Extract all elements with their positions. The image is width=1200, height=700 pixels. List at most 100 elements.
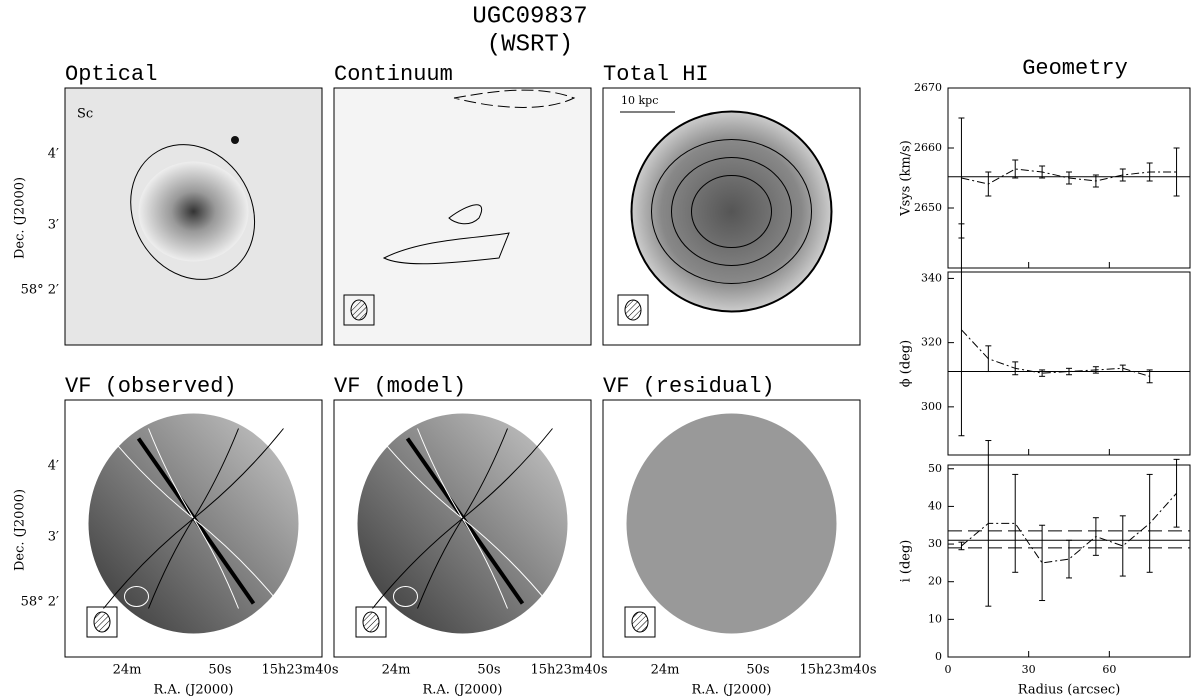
data-line (961, 492, 1177, 564)
iso-velocity (372, 428, 553, 609)
contour (124, 586, 149, 607)
contour (651, 139, 812, 284)
iso-velocity (148, 428, 239, 609)
panel-frame (333, 399, 592, 658)
contour (382, 232, 510, 265)
ra-tick-label: 50s (746, 663, 769, 678)
geometry-chart: 300 320 340 ϕ (deg) (899, 223, 1191, 456)
x-tick-label: 0 (945, 663, 952, 676)
dec-tick-label: 4′ (48, 147, 59, 162)
x-tick-label: 30 (1022, 663, 1036, 676)
contour (453, 89, 576, 108)
dec-tick-label: 3′ (48, 530, 59, 545)
y-tick-label: 50 (928, 462, 942, 475)
y-tick-label: 320 (921, 336, 942, 349)
beam (631, 611, 649, 633)
velocity-field (357, 413, 568, 634)
dec-tick-label: 4′ (48, 459, 59, 474)
dec-label: Dec. (J2000) (13, 489, 28, 571)
panel-frame (64, 87, 323, 346)
image-panel: VF (model) 24m 50s 15h23m40s R.A. (J2000) (333, 374, 608, 698)
beam-box (343, 294, 375, 326)
panel-frame (333, 87, 592, 346)
ra-tick-label: 50s (477, 663, 500, 678)
galaxy-ellipse (130, 144, 256, 280)
panel-title: VF (residual) (603, 374, 775, 399)
iso-velocity (103, 428, 284, 609)
iso-velocity (148, 428, 239, 609)
star (231, 136, 239, 144)
galaxy (138, 161, 249, 262)
y-tick-label: 2660 (914, 141, 942, 154)
ra-tick-label: 24m (382, 663, 411, 678)
y-tick-label: 20 (928, 575, 942, 588)
beam-box (624, 606, 656, 638)
velocity-field (626, 413, 837, 634)
beam (93, 611, 111, 633)
y-tick-label: 30 (928, 537, 942, 550)
iso-velocity (372, 428, 553, 609)
y-tick-label: 2650 (914, 201, 942, 214)
plot-frame (947, 271, 1191, 456)
panel-title: Optical (65, 62, 157, 87)
y-tick-label: 10 (928, 612, 942, 625)
panel-frame (64, 399, 323, 658)
ra-tick-label: 50s (208, 663, 231, 678)
dec-label: Dec. (J2000) (13, 177, 28, 259)
contour (448, 204, 483, 225)
panel-title: VF (observed) (65, 374, 237, 399)
geometry-chart: 2650 2660 2670 Vsys (km/s) (899, 81, 1191, 269)
y-tick-label: 0 (935, 650, 942, 663)
data-line (961, 329, 1150, 377)
ra-tick-label: 24m (651, 663, 680, 678)
panel-bg (334, 88, 591, 345)
ra-tick-label: 15h23m40s (262, 663, 339, 678)
hi-map (630, 110, 833, 313)
image-panels: Optical Sc Dec. (J2000) 4′ 3′ 58° 2′ Continuum… (13, 62, 877, 698)
y-tick-label: 2670 (914, 81, 942, 94)
contour (671, 157, 792, 266)
ra-label: R.A. (J2000) (422, 683, 502, 698)
contour (393, 586, 418, 607)
panel-title: VF (model) (334, 374, 466, 399)
y-tick-label: 340 (921, 271, 942, 284)
contour (691, 175, 772, 248)
y-tick-label: 40 (928, 499, 942, 512)
y-axis-label: Vsys (km/s) (899, 140, 914, 217)
panel-frame (602, 87, 861, 346)
image-panel: VF (observed) Dec. (J2000) 4′ 3′ 58° 2′ 24m 50… (13, 374, 339, 698)
y-axis-label: i (deg) (899, 540, 914, 583)
figure-title: UGC09837 (472, 3, 587, 30)
iso-velocity (417, 428, 508, 609)
x-tick-label: 60 (1102, 663, 1116, 676)
panel-frame (602, 399, 861, 658)
image-panel: Total HI 10 kpc (602, 62, 861, 346)
geometry-chart: 0 10 20 30 40 50 0 30 60 i (deg) Radius (arcsec) (899, 440, 1191, 698)
image-panel: Continuum (333, 62, 592, 346)
y-axis-label: ϕ (deg) (899, 340, 914, 387)
iso-velocity (417, 428, 508, 609)
geometry-title: Geometry (1022, 56, 1128, 81)
image-panel: VF (residual) 24m 50s 15h23m40s R.A. (J2000) (602, 374, 877, 698)
scale-label: 10 kpc (621, 94, 658, 107)
plot-frame (947, 464, 1191, 658)
beam (350, 299, 368, 321)
figure-subtitle: (WSRT) (487, 31, 573, 58)
plot-frame (947, 87, 1191, 269)
beam-box (86, 606, 118, 638)
ra-label: R.A. (J2000) (153, 683, 233, 698)
panel-title: Continuum (334, 62, 453, 87)
panel-title: Total HI (603, 62, 709, 87)
beam-box (617, 294, 649, 326)
image-panel: Optical Sc Dec. (J2000) 4′ 3′ 58° 2′ (13, 62, 323, 346)
beam (362, 611, 380, 633)
ra-tick-label: 24m (113, 663, 142, 678)
dec-tick-label: 3′ (48, 218, 59, 233)
beam-box (355, 606, 387, 638)
data-line (961, 168, 1177, 185)
x-axis-label: Radius (arcsec) (1018, 683, 1121, 698)
ra-label: R.A. (J2000) (691, 683, 771, 698)
iso-velocity (103, 428, 284, 609)
